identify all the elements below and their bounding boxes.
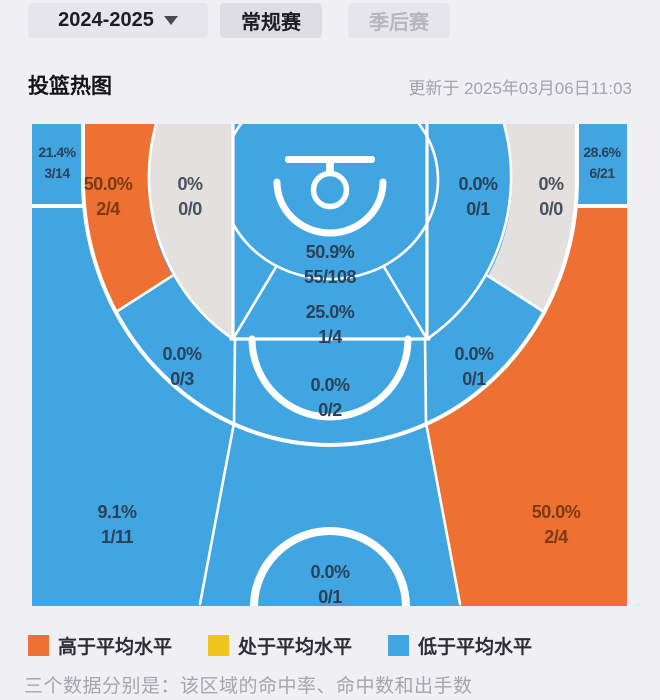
zone-label-right-wing-three: 50.0% 2/4 [531, 502, 581, 547]
tab-playoffs[interactable]: 季后赛 [348, 3, 450, 38]
tab-playoffs-label: 季后赛 [369, 12, 429, 34]
legend: 高于平均水平 处于平均水平 低于平均水平 [28, 632, 568, 659]
legend-swatch-below-average [388, 635, 410, 656]
zone-label-left-wing-three: 9.1% 1/11 [97, 502, 137, 547]
zone-label-left-baseline-mid-inner: 0% 0/0 [177, 174, 203, 219]
page-title: 投篮热图 [28, 75, 112, 98]
footnote: 三个数据分别是：该区域的命中率、命中数和出手数 [24, 676, 473, 697]
tab-regular-season[interactable]: 常规赛 [220, 3, 322, 38]
zone-label-paint: 25.0% 1/4 [305, 302, 355, 347]
zone-label-right-wing-midrange: 0.0% 0/1 [454, 344, 494, 389]
zone-label-left-corner-three: 21.4% 3/14 [38, 144, 76, 181]
zone-right-wing-three [426, 207, 627, 605]
legend-item-at-average: 处于平均水平 [208, 632, 352, 659]
updated-timestamp: 更新于 2025年03月06日11:03 [408, 79, 632, 98]
zone-label-right-baseline-mid-inner: 0.0% 0/1 [458, 174, 498, 219]
legend-swatch-at-average [208, 635, 230, 656]
zone-left-baseline-mid-outer [83, 124, 172, 312]
zone-label-right-baseline-mid-outer: 0% 0/0 [538, 174, 564, 219]
zone-label-restricted-area: 50.9% 55/108 [303, 242, 357, 287]
legend-item-above-average: 高于平均水平 [28, 632, 172, 659]
season-label: 2024-2025 [58, 9, 154, 31]
zone-label-right-corner-three: 28.6% 6/21 [583, 144, 621, 181]
zone-left-baseline-mid-inner [148, 124, 233, 339]
season-selector[interactable]: 2024-2025 [28, 3, 208, 38]
zone-label-center-midrange: 0.0% 0/2 [310, 375, 350, 420]
legend-swatch-above-average [28, 635, 49, 656]
caret-down-icon [163, 16, 178, 25]
zone-label-top-of-arc-three: 0.0% 0/1 [310, 562, 350, 607]
tab-regular-season-label: 常规赛 [241, 12, 301, 34]
legend-item-below-average: 低于平均水平 [388, 632, 532, 659]
zone-right-baseline-mid-outer [488, 124, 577, 312]
zone-label-left-wing-midrange: 0.0% 0/3 [162, 344, 202, 389]
basket-hoop-icon [273, 156, 387, 237]
zone-label-left-baseline-mid-outer: 50.0% 2/4 [83, 174, 133, 219]
